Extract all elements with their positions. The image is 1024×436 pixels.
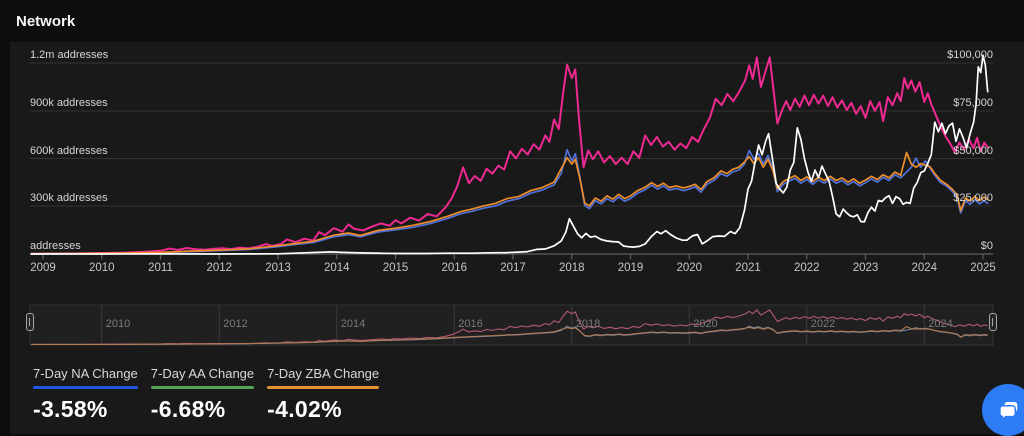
main-plot-area[interactable] xyxy=(30,50,993,254)
navigator-year-tick: 2012 xyxy=(223,318,248,330)
x-axis-tick: 2025 xyxy=(970,262,996,274)
x-axis-tick: 2016 xyxy=(441,262,468,274)
stat-label: 7-Day ZBA Change xyxy=(267,366,380,381)
x-axis-tick: 2018 xyxy=(558,262,585,274)
left-axis-tick: 900k addresses xyxy=(30,97,108,109)
x-axis-tick: 2015 xyxy=(382,262,409,274)
range-navigator[interactable] xyxy=(30,305,993,345)
navigator-year-tick: 2022 xyxy=(810,318,836,330)
stat-zba-change: 7-Day ZBA Change -4.02% xyxy=(267,366,380,423)
right-axis-tick: $75,000 xyxy=(953,97,993,109)
navigator-left-handle[interactable] xyxy=(26,313,34,331)
x-axis-tick: 2023 xyxy=(852,262,879,274)
left-axis-tick: 300k addresses xyxy=(30,192,108,204)
stat-value: -3.58% xyxy=(33,396,108,422)
x-axis-tick: 2020 xyxy=(676,262,703,274)
right-axis-tick: $25,000 xyxy=(953,192,993,204)
left-axis-tick: 1.2m addresses xyxy=(30,49,109,61)
navigator-year-tick: 2010 xyxy=(105,318,131,330)
navigator-year-tick: 2020 xyxy=(693,318,718,330)
stat-aa-change: 7-Day AA Change -6.68% xyxy=(150,366,255,423)
x-axis-tick: 2014 xyxy=(323,262,350,274)
stat-underline-blue xyxy=(33,386,138,389)
stat-value: -4.02% xyxy=(267,396,342,422)
chat-widget-button[interactable] xyxy=(982,384,1024,436)
x-axis-tick: 2022 xyxy=(793,262,820,274)
stat-underline-orange xyxy=(267,386,380,389)
stat-value: -6.68% xyxy=(150,396,226,422)
x-axis-tick: 2021 xyxy=(735,262,761,274)
seven-day-change-stats: 7-Day NA Change -3.58% 7-Day AA Change -… xyxy=(33,366,380,423)
x-axis-tick: 2019 xyxy=(617,262,644,274)
navigator-year-tick: 2024 xyxy=(928,318,953,330)
stat-underline-green xyxy=(150,386,255,389)
x-axis-tick: 2024 xyxy=(911,262,938,274)
x-axis-tick: 2013 xyxy=(265,262,291,274)
navigator-year-tick: 2014 xyxy=(340,318,366,330)
left-axis-tick: addresses xyxy=(30,240,81,252)
chat-bubbles-icon xyxy=(995,397,1022,424)
x-axis-tick: 2011 xyxy=(148,262,173,274)
right-axis-tick: $100,000 xyxy=(947,49,993,61)
x-axis-tick: 2012 xyxy=(206,262,233,274)
navigator-right-handle[interactable] xyxy=(989,313,997,331)
stat-label: 7-Day AA Change xyxy=(150,366,255,381)
x-axis-tick: 2009 xyxy=(30,262,56,274)
right-axis-tick: $50,000 xyxy=(953,144,993,157)
stat-label: 7-Day NA Change xyxy=(33,366,138,381)
x-axis-tick: 2017 xyxy=(500,262,526,274)
left-axis-tick: 600k addresses xyxy=(30,144,108,157)
stat-na-change: 7-Day NA Change -3.58% xyxy=(33,366,138,423)
page-title: Network xyxy=(16,13,76,31)
right-axis-tick: $0 xyxy=(980,240,993,252)
navigator-year-tick: 2016 xyxy=(458,318,483,330)
x-axis-tick: 2010 xyxy=(88,262,115,274)
navigator-year-tick: 2018 xyxy=(575,318,601,330)
